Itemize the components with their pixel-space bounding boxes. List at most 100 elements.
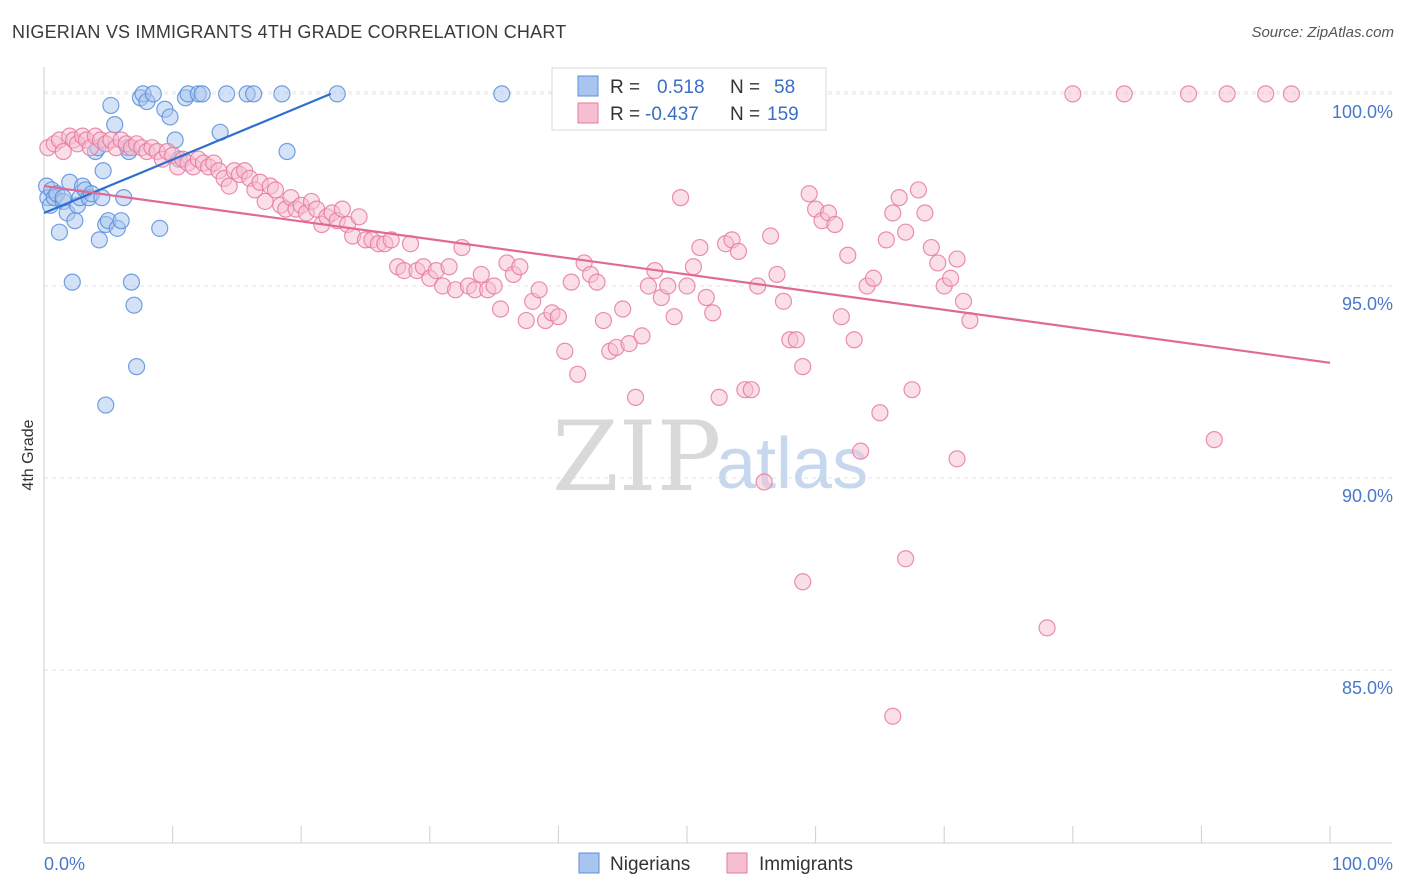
bottom-legend: Nigerians Immigrants xyxy=(578,852,853,875)
immigrants-point xyxy=(871,404,889,422)
immigrants-point xyxy=(220,177,238,195)
immigrants-point xyxy=(530,281,548,299)
legend-n-label-2: N = xyxy=(730,104,760,125)
legend-r-value-1: 0.518 xyxy=(657,77,705,98)
bottom-legend-nigerians: Nigerians xyxy=(610,854,690,875)
legend-n-value-1: 58 xyxy=(774,77,795,98)
nigerians-point xyxy=(144,85,162,103)
immigrants-point xyxy=(903,381,921,399)
nigerians-point xyxy=(193,85,211,103)
nigerians-point xyxy=(493,85,511,103)
nigerians-point xyxy=(50,223,69,241)
immigrants-point xyxy=(897,550,915,568)
nigerians-point xyxy=(66,212,84,230)
y-tick-label: 85.0% xyxy=(1342,678,1393,698)
nigerians-point xyxy=(122,273,141,291)
immigrants-point xyxy=(639,277,658,295)
nigerians-point xyxy=(102,96,120,115)
immigrants-point xyxy=(774,292,793,310)
immigrants-point xyxy=(768,265,786,284)
immigrants-point xyxy=(742,381,760,399)
immigrants-point xyxy=(549,308,568,326)
immigrants-point xyxy=(729,242,748,260)
legend-r-label-1: R = xyxy=(610,77,640,98)
immigrants-point xyxy=(562,273,580,291)
immigrants-point xyxy=(633,327,651,345)
immigrants-point xyxy=(755,473,773,491)
immigrants-point xyxy=(954,292,973,310)
immigrants-point xyxy=(659,277,677,295)
immigrants-point xyxy=(761,227,780,245)
immigrants-point xyxy=(614,300,632,318)
immigrants-point xyxy=(1179,85,1198,103)
immigrants-point xyxy=(1115,85,1133,103)
nigerians-point xyxy=(127,358,146,376)
immigrants-point xyxy=(472,265,490,284)
nigerians-point xyxy=(90,231,108,249)
y-tick-label: 90.0% xyxy=(1342,486,1393,506)
immigrants-point xyxy=(671,189,690,207)
bottom-legend-swatch-nigerians xyxy=(578,852,600,874)
immigrants-point xyxy=(884,204,902,222)
nigerians-point xyxy=(94,162,112,180)
immigrants-point xyxy=(1257,85,1275,103)
immigrants-point xyxy=(794,573,812,591)
x-tick-label-max: 100.0% xyxy=(1332,854,1393,874)
nigerians-point xyxy=(97,396,115,414)
y-tick-label: 100.0% xyxy=(1332,102,1393,122)
legend-swatch-nigerians xyxy=(577,75,599,97)
nigerians-point xyxy=(161,108,179,126)
immigrants-point xyxy=(877,231,895,249)
legend-r-label-2: R = xyxy=(610,104,640,125)
immigrants-point xyxy=(678,277,696,295)
immigrants-point xyxy=(852,442,870,460)
immigrants-point xyxy=(594,311,613,330)
legend: R = 0.518 N = 58 R = -0.437 N = 159 xyxy=(551,67,827,131)
chart-title: NIGERIAN VS IMMIGRANTS 4TH GRADE CORRELA… xyxy=(12,22,567,42)
immigrants-point xyxy=(684,258,703,276)
immigrants-point xyxy=(697,288,715,307)
immigrants-point xyxy=(382,231,400,249)
nigerians-point xyxy=(278,142,296,161)
nigerians-point xyxy=(63,273,81,291)
immigrants-point xyxy=(929,254,947,272)
nigerians-point xyxy=(328,85,346,103)
nigerians-point xyxy=(273,85,291,103)
nigerians-point xyxy=(218,85,236,103)
immigrants-point xyxy=(588,273,606,291)
x-tick-label-min: 0.0% xyxy=(44,854,85,874)
bottom-legend-swatch-immigrants xyxy=(726,852,748,874)
legend-swatch-immigrants xyxy=(577,102,599,124)
legend-n-value-2: 159 xyxy=(767,104,799,125)
immigrants-point xyxy=(266,181,285,199)
immigrants-point xyxy=(691,238,709,257)
immigrants-point xyxy=(942,269,960,287)
y-tick-labels: 85.0% 90.0% 95.0% 100.0% xyxy=(1332,102,1393,698)
nigerians-point xyxy=(125,296,143,314)
watermark-atlas: atlas xyxy=(716,424,868,504)
nigerians-point xyxy=(151,219,169,237)
nigerians-point xyxy=(245,85,263,103)
immigrants-point xyxy=(704,304,722,322)
immigrants-point xyxy=(922,238,940,257)
immigrants-point xyxy=(626,388,645,406)
immigrants-point xyxy=(485,277,503,295)
immigrants-point xyxy=(350,208,368,226)
bottom-legend-immigrants: Immigrants xyxy=(759,854,853,875)
immigrants-point xyxy=(1218,85,1236,103)
immigrants-point xyxy=(491,300,510,318)
points xyxy=(37,85,1301,725)
immigrants-point xyxy=(511,258,529,276)
immigrants-point xyxy=(440,258,458,276)
immigrants-point xyxy=(333,200,351,218)
immigrants-point xyxy=(569,365,587,383)
immigrants-point xyxy=(832,308,850,326)
immigrants-point xyxy=(517,311,535,330)
immigrants-point xyxy=(794,358,812,376)
immigrants-point xyxy=(1205,431,1223,449)
immigrants-point xyxy=(909,181,928,199)
immigrants-point xyxy=(556,342,574,360)
immigrants-point xyxy=(787,331,805,349)
legend-n-label-1: N = xyxy=(730,77,760,98)
